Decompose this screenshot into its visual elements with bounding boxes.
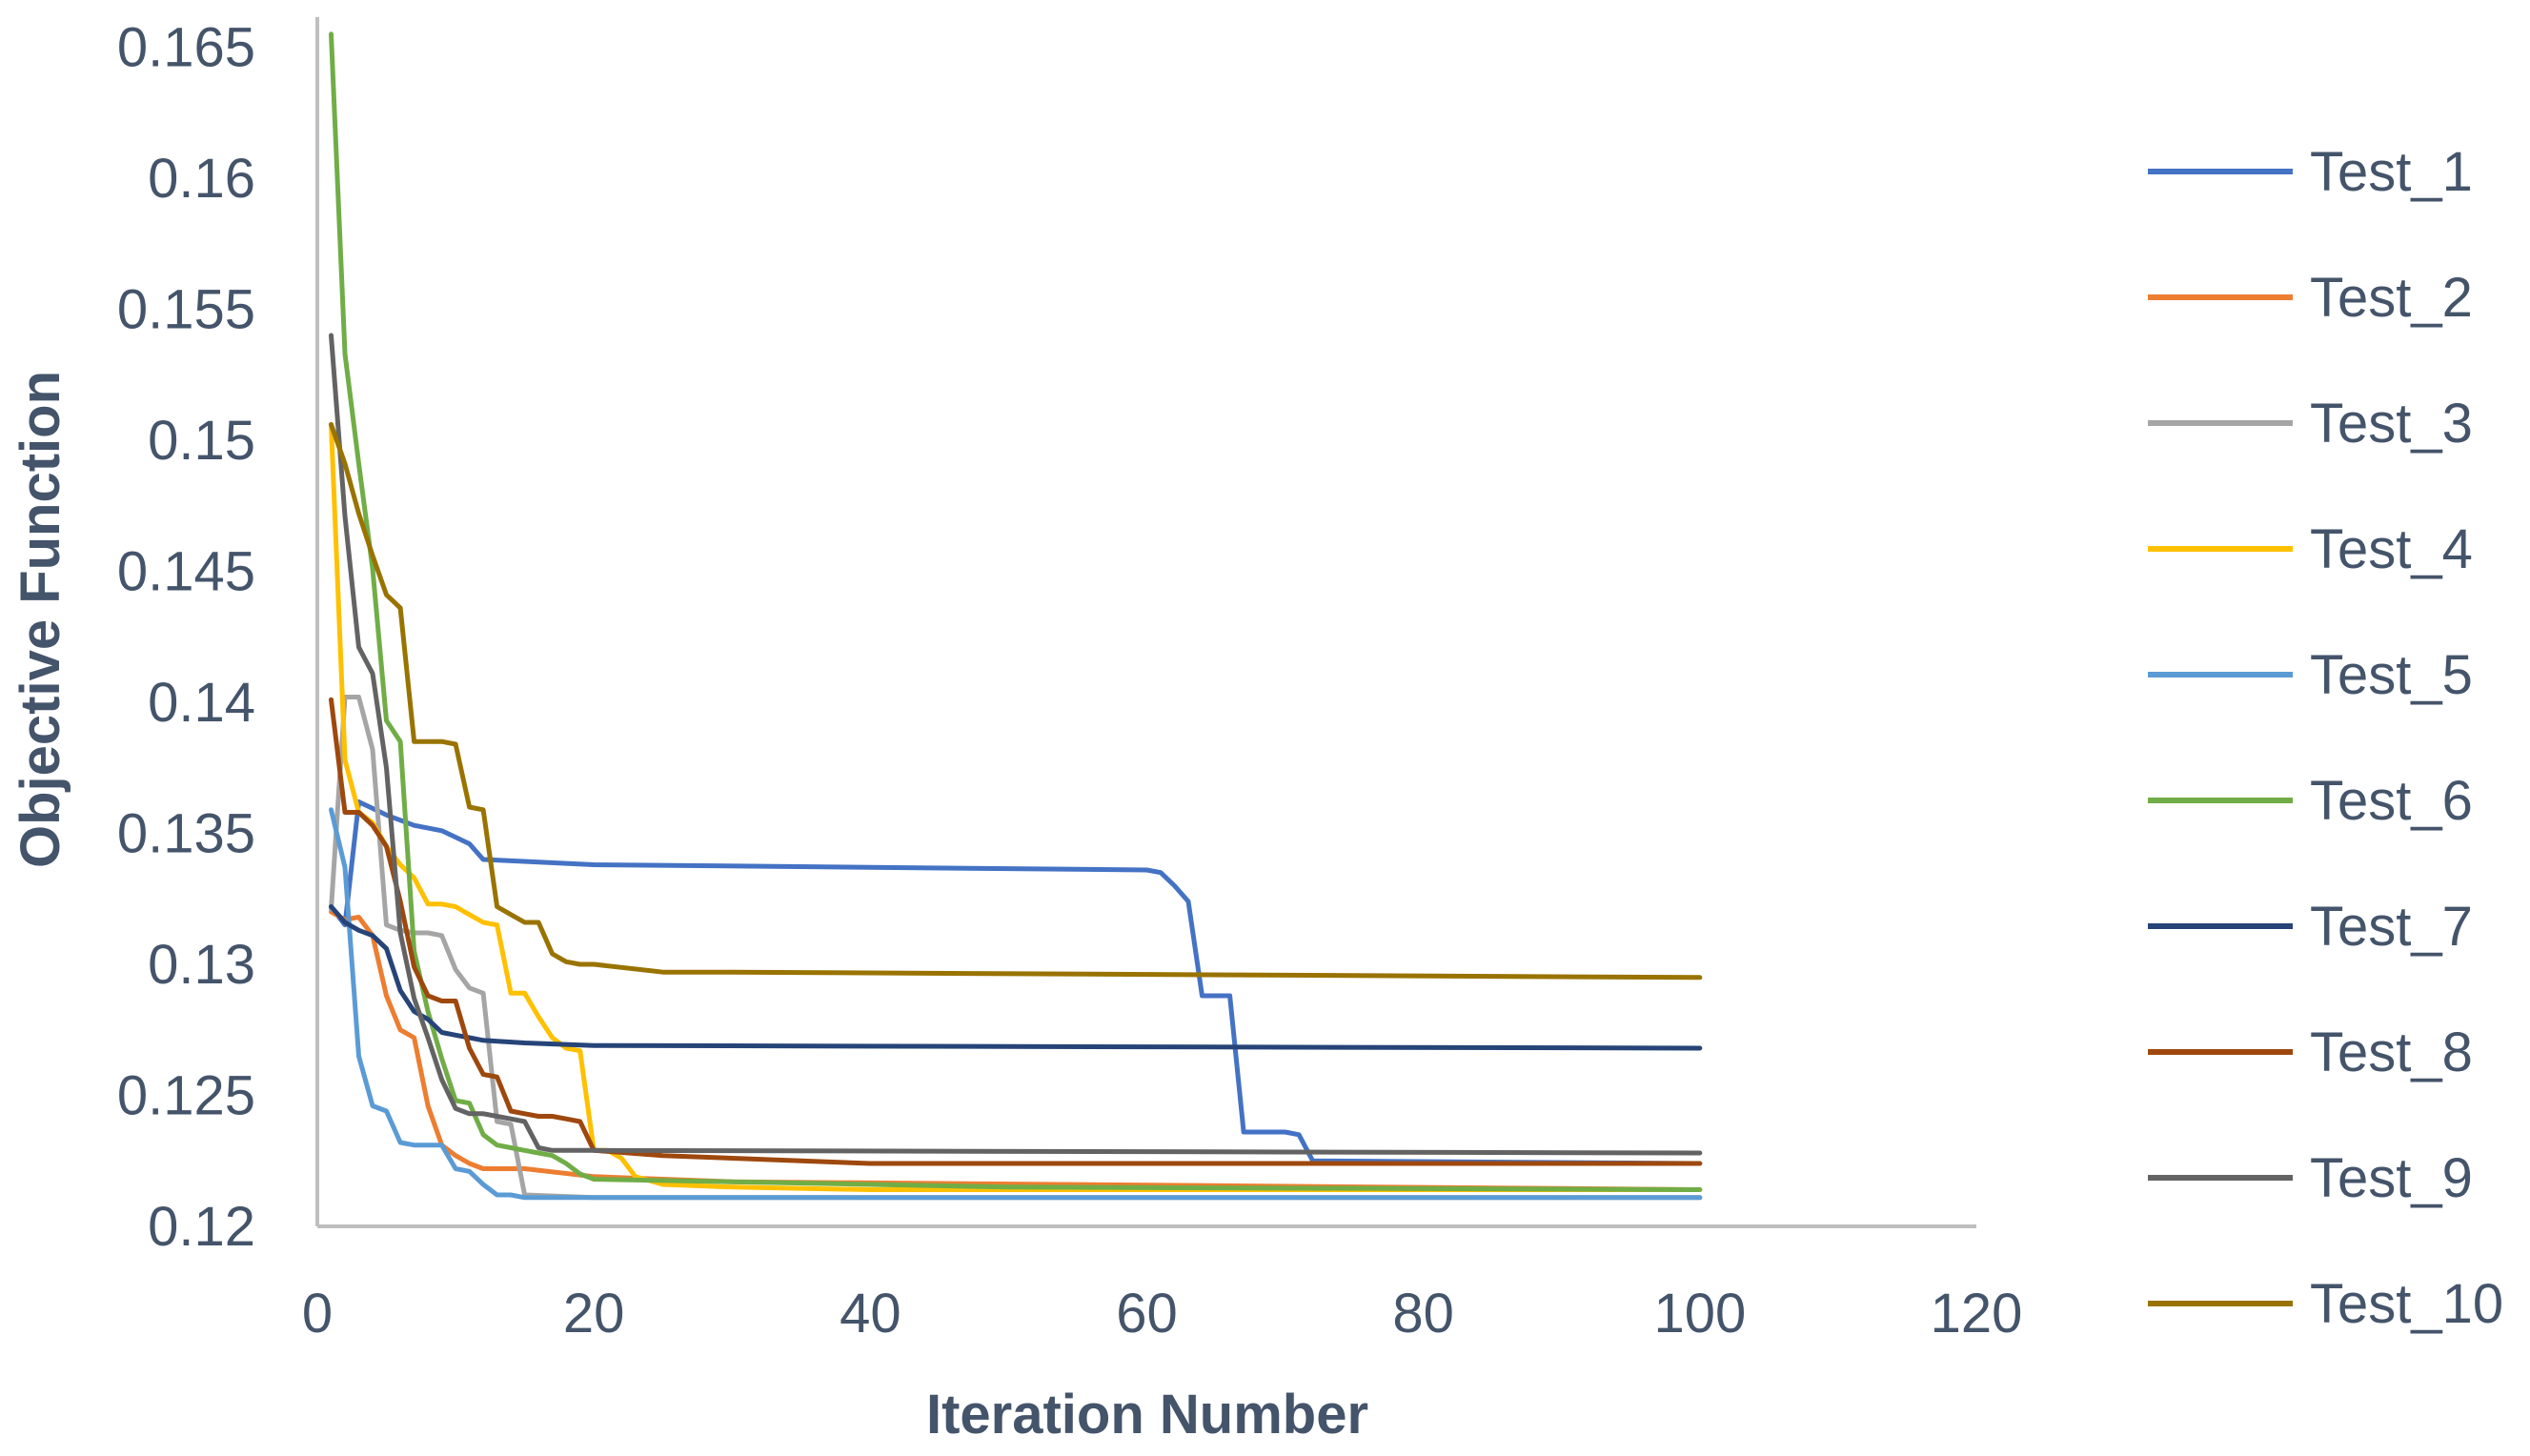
y-tick-label: 0.145 bbox=[117, 541, 255, 603]
legend-item: Test_6 bbox=[2148, 770, 2473, 832]
series-line-test-1 bbox=[329, 799, 1703, 1166]
x-tick-label: 20 bbox=[563, 1283, 625, 1345]
x-tick-label: 80 bbox=[1392, 1283, 1454, 1345]
y-tick-label: 0.125 bbox=[117, 1065, 255, 1127]
legend-item: Test_2 bbox=[2148, 267, 2473, 329]
legend-label: Test_4 bbox=[2310, 518, 2473, 580]
legend-item: Test_1 bbox=[2148, 141, 2473, 203]
legend-item: Test_3 bbox=[2148, 393, 2473, 455]
y-tick-label: 0.13 bbox=[148, 934, 255, 996]
series-line-test-3 bbox=[329, 695, 1703, 1201]
legend-label: Test_9 bbox=[2310, 1147, 2473, 1209]
legend-item: Test_9 bbox=[2148, 1147, 2473, 1209]
y-tick-label: 0.165 bbox=[117, 17, 255, 79]
x-tick-label: 40 bbox=[840, 1283, 901, 1345]
plot-area bbox=[329, 31, 1703, 1201]
x-tick-label: 60 bbox=[1116, 1283, 1178, 1345]
legend: Test_1 Test_2 Test_3 Test_4 Test_5 Test_6 Test… bbox=[2148, 141, 2503, 1335]
series-line-test-2 bbox=[329, 909, 1703, 1192]
series-line-test-9 bbox=[329, 333, 1703, 1156]
series-line-test-5 bbox=[329, 807, 1703, 1201]
x-axis-tick-labels: 0 20 40 60 80 100 120 bbox=[302, 1283, 2023, 1345]
legend-item: Test_8 bbox=[2148, 1021, 2473, 1083]
legend-label: Test_2 bbox=[2310, 267, 2473, 329]
y-tick-label: 0.135 bbox=[117, 803, 255, 865]
y-tick-label: 0.155 bbox=[117, 279, 255, 341]
x-tick-label: 0 bbox=[302, 1283, 333, 1345]
x-tick-label: 100 bbox=[1653, 1283, 1746, 1345]
legend-label: Test_7 bbox=[2310, 896, 2473, 958]
legend-item: Test_7 bbox=[2148, 896, 2473, 958]
legend-item: Test_4 bbox=[2148, 518, 2473, 580]
legend-label: Test_10 bbox=[2310, 1273, 2503, 1335]
series-line-test-10 bbox=[329, 422, 1703, 981]
x-axis-title: Iteration Number bbox=[926, 1384, 1368, 1446]
series-line-test-4 bbox=[329, 422, 1703, 1192]
x-tick-label: 120 bbox=[1931, 1283, 2023, 1345]
y-tick-label: 0.12 bbox=[148, 1196, 255, 1258]
y-axis-title: Objective Function bbox=[10, 371, 71, 868]
axes bbox=[315, 17, 1976, 1228]
y-tick-label: 0.16 bbox=[148, 148, 255, 210]
legend-label: Test_1 bbox=[2310, 141, 2473, 203]
y-axis-tick-labels: 0.12 0.125 0.13 0.135 0.14 0.145 0.15 0.155 0.16… bbox=[117, 17, 255, 1259]
legend-label: Test_6 bbox=[2310, 770, 2473, 832]
legend-label: Test_3 bbox=[2310, 393, 2473, 455]
series-line-test-8 bbox=[329, 697, 1703, 1166]
y-tick-label: 0.14 bbox=[148, 672, 255, 734]
y-tick-label: 0.15 bbox=[148, 410, 255, 472]
series-line-test-6 bbox=[329, 31, 1703, 1192]
legend-item: Test_10 bbox=[2148, 1273, 2503, 1335]
legend-label: Test_5 bbox=[2310, 644, 2473, 706]
legend-item: Test_5 bbox=[2148, 644, 2473, 706]
series-line-test-7 bbox=[329, 904, 1703, 1051]
legend-label: Test_8 bbox=[2310, 1021, 2473, 1083]
